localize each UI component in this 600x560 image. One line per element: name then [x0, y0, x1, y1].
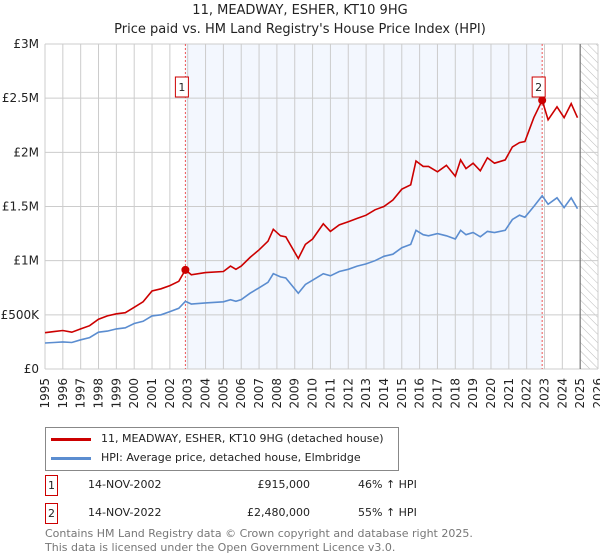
x-tick-label: 1996: [56, 378, 70, 409]
annotation-label: 1: [178, 81, 185, 94]
x-tick-label: 2025: [573, 378, 587, 409]
x-tick-label: 2001: [145, 378, 159, 409]
x-tick-label: 2007: [252, 378, 266, 409]
footer: Contains HM Land Registry data © Crown c…: [45, 527, 473, 555]
x-tick-label: 2006: [234, 378, 248, 409]
footer-copyright: Contains HM Land Registry data © Crown c…: [45, 527, 473, 540]
footer-licence: This data is licensed under the Open Gov…: [45, 541, 396, 554]
y-tick-label: £1M: [13, 254, 39, 268]
transaction-hpi: 46% ↑ HPI: [358, 478, 417, 491]
x-tick-label: 2024: [555, 378, 569, 409]
transaction-date: 14-NOV-2022: [88, 506, 162, 519]
x-tick-label: 2019: [466, 378, 480, 409]
x-tick-label: 2004: [199, 378, 213, 409]
x-tick-label: 2005: [216, 378, 230, 409]
x-tick-label: 2009: [288, 378, 302, 409]
x-tick-label: 2008: [270, 378, 284, 409]
x-tick-label: 2002: [163, 378, 177, 409]
x-tick-label: 2026: [591, 378, 600, 409]
x-tick-label: 2016: [413, 378, 427, 409]
x-tick-label: 1999: [109, 378, 123, 409]
legend-item-hpi: HPI: Average price, detached house, Elmb…: [51, 450, 361, 466]
x-tick-label: 2015: [395, 378, 409, 409]
transaction-hpi: 55% ↑ HPI: [358, 506, 417, 519]
chart-subtitle: Price paid vs. HM Land Registry's House …: [114, 22, 486, 37]
transaction-row: 1 14-NOV-2002 £915,000 46% ↑ HPI: [45, 475, 445, 497]
x-tick-label: 2018: [448, 378, 462, 409]
legend-item-property: 11, MEADWAY, ESHER, KT10 9HG (detached h…: [51, 431, 384, 447]
transaction-marker: 2: [45, 503, 58, 524]
x-tick-label: 2022: [520, 378, 534, 409]
x-tick-label: 2011: [323, 378, 337, 409]
annotation-box: [174, 76, 189, 98]
price-chart: 1995 1996 1997 1998 1999 2000 2001 2002 2003 2004…: [1, 37, 600, 409]
x-tick-label: 2020: [484, 378, 498, 409]
legend-swatch-blue: [51, 456, 91, 460]
x-tick-label: 2010: [306, 378, 320, 409]
chart-title: 11, MEADWAY, ESHER, KT10 9HG: [192, 3, 408, 18]
y-tick-label: £3M: [13, 37, 39, 51]
x-tick-label: 2013: [359, 378, 373, 409]
legend-label: 11, MEADWAY, ESHER, KT10 9HG (detached h…: [101, 432, 384, 445]
x-tick-label: 2021: [502, 378, 516, 409]
annotation-label: 2: [535, 81, 542, 94]
transaction-marker: 1: [45, 475, 58, 496]
y-tick-label: £1.5M: [2, 200, 39, 214]
transaction-price: £2,480,000: [247, 506, 310, 519]
y-tick-label: £2.5M: [2, 91, 39, 105]
x-tick-label: 2014: [377, 378, 391, 409]
x-tick-label: 2012: [341, 378, 355, 409]
legend-label: HPI: Average price, detached house, Elmb…: [101, 451, 361, 464]
x-tick-label: 1998: [92, 378, 106, 409]
property-series-line: [44, 98, 579, 334]
sale-point: [181, 265, 190, 274]
x-tick-label: 2017: [430, 378, 444, 409]
hpi-series-line: [44, 194, 579, 344]
x-tick-label: 2000: [127, 378, 141, 409]
sale-point: [538, 96, 547, 105]
y-tick-label: £0: [24, 362, 39, 376]
transaction-date: 14-NOV-2002: [88, 478, 162, 491]
legend: 11, MEADWAY, ESHER, KT10 9HG (detached h…: [45, 427, 399, 471]
x-tick-label: 2003: [181, 378, 195, 409]
annotation-box: [531, 76, 546, 98]
y-tick-label: £500K: [1, 308, 41, 322]
x-tick-label: 1997: [74, 378, 88, 409]
transaction-price: £915,000: [257, 478, 311, 491]
x-tick-label: 2023: [537, 378, 551, 409]
x-tick-label: 1995: [38, 378, 52, 409]
y-tick-label: £2M: [13, 145, 39, 159]
legend-swatch-red: [51, 437, 91, 441]
transaction-row: 2 14-NOV-2022 £2,480,000 55% ↑ HPI: [45, 503, 445, 525]
